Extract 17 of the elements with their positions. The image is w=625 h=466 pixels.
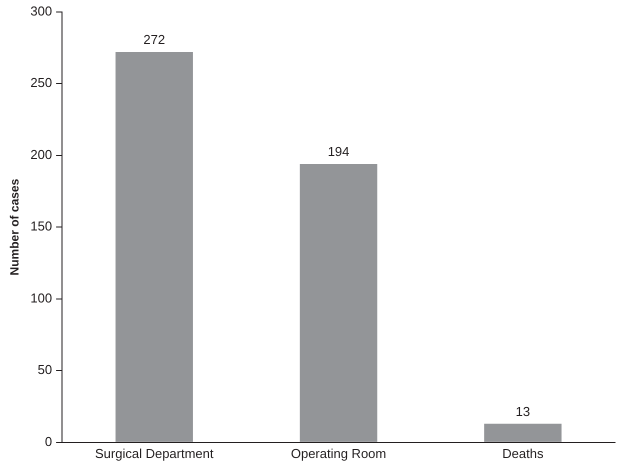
data-label: 194	[328, 144, 350, 160]
data-label: 13	[516, 404, 530, 419]
y-tick-label: 250	[30, 75, 52, 90]
x-tick-label: Deaths	[502, 446, 544, 461]
y-tick-label: 150	[30, 218, 52, 234]
y-axis-title: Number of cases	[8, 178, 22, 276]
bar	[116, 52, 193, 442]
y-tick-label: 100	[30, 290, 52, 306]
data-label: 272	[143, 32, 166, 48]
y-tick-label: 0	[44, 434, 52, 449]
x-tick-label: Operating Room	[290, 446, 386, 461]
y-tick-label: 50	[38, 362, 52, 378]
bar	[300, 164, 378, 442]
y-tick-label: 200	[30, 146, 52, 162]
x-tick-label: Surgical Department	[94, 446, 214, 461]
y-tick-label: 300	[30, 3, 52, 18]
bar	[484, 424, 562, 442]
